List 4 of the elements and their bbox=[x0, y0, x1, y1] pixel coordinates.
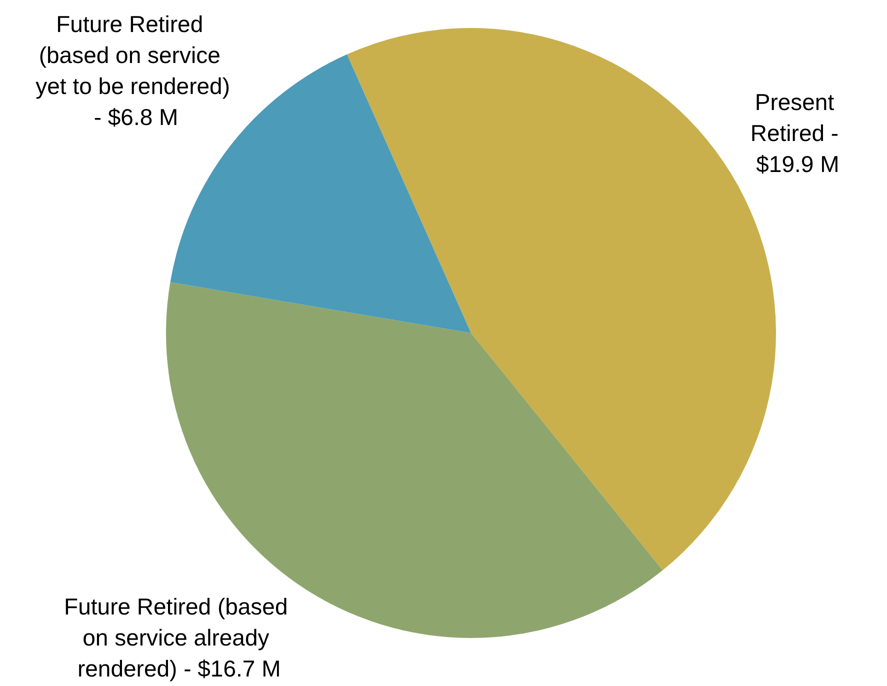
slice-label: Present Retired - bbox=[750, 89, 845, 146]
slice-label: Future Retired (based on service already rendered) - $16.7 M bbox=[64, 594, 294, 682]
slice-label: Future Retired (based on service yet to be rendered) - $6.8 M bbox=[36, 11, 230, 130]
data-label: $19.9 M bbox=[756, 151, 840, 178]
